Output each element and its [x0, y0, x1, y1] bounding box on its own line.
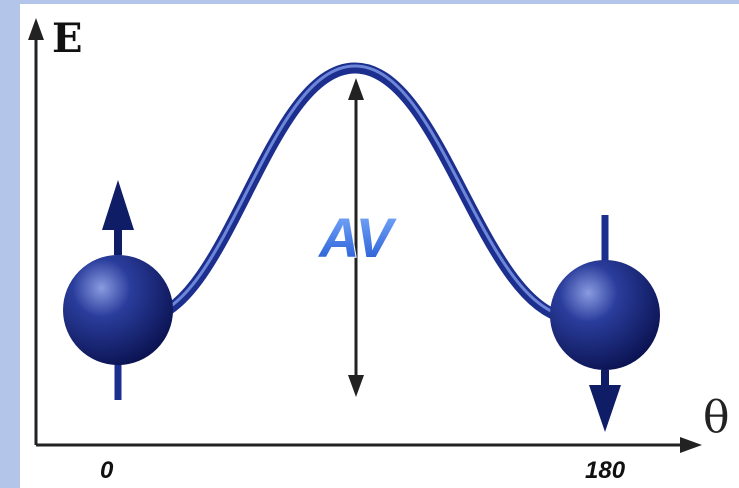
page: E θ 0 180 AV (() => { const data = JSON.… — [0, 0, 739, 488]
x-end-label: 180 — [585, 457, 626, 484]
barrier-label: AV — [317, 206, 397, 269]
y-label: E — [52, 15, 83, 62]
top-strip — [0, 0, 739, 4]
x-start-label: 0 — [100, 457, 114, 484]
side-strip — [0, 0, 20, 488]
left-spin-ball — [63, 255, 173, 365]
x-label: θ — [703, 392, 730, 443]
right-spin-ball — [550, 260, 660, 370]
diagram: E θ 0 180 AV — [0, 0, 739, 488]
